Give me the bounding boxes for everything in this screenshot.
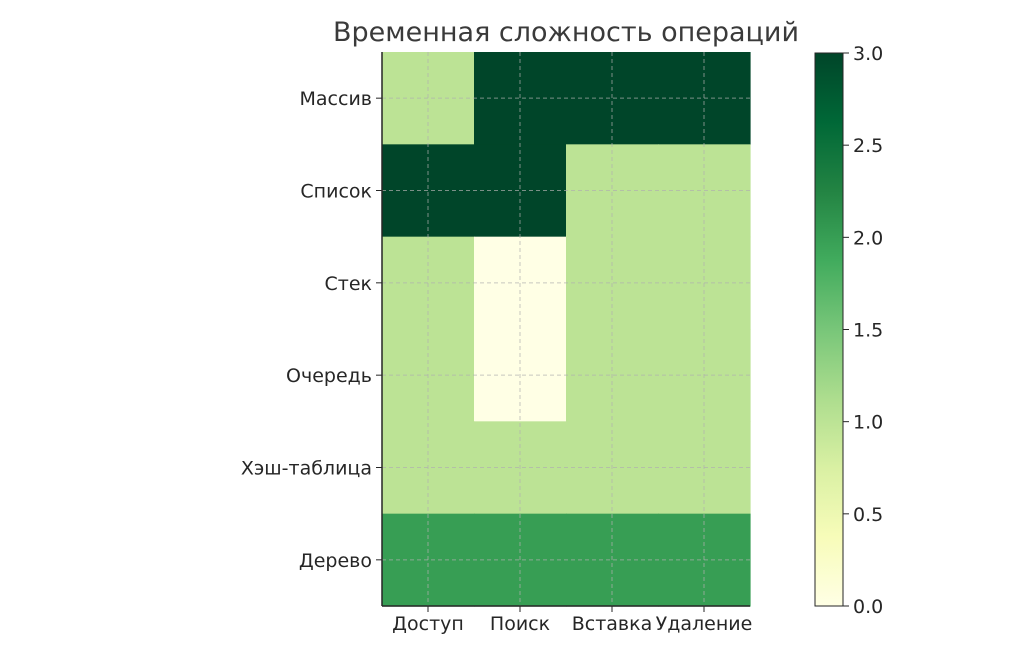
grid-lines (382, 52, 750, 606)
y-tick-labels: Массив Список Стек Очередь Хэш-таблица Дерево (241, 88, 382, 572)
colorbar: 0.0 0.5 1.0 1.5 2.0 2.5 3.0 (814, 43, 883, 618)
y-tick-label: Массив (300, 88, 372, 110)
colorbar-gradient (814, 52, 844, 607)
y-tick-label: Стек (325, 273, 373, 295)
colorbar-ticks: 0.0 0.5 1.0 1.5 2.0 2.5 3.0 (843, 43, 883, 618)
y-tick-label: Очередь (286, 365, 372, 387)
axes (381, 52, 750, 607)
x-tick-label: Поиск (490, 613, 550, 635)
colorbar-tick-label: 1.0 (853, 412, 883, 434)
chart-title: Временная сложность операций (333, 17, 799, 48)
heatmap-cells (382, 52, 751, 607)
colorbar-tick-label: 1.5 (853, 320, 883, 342)
colorbar-tick-label: 0.5 (853, 504, 883, 526)
colorbar-tick-label: 2.0 (853, 227, 883, 249)
x-tick-label: Удаление (656, 613, 753, 635)
y-tick-label: Дерево (299, 550, 372, 572)
x-tick-label: Доступ (392, 613, 464, 635)
y-tick-label: Хэш-таблица (241, 458, 372, 480)
colorbar-tick-label: 3.0 (853, 43, 883, 65)
x-tick-label: Вставка (572, 613, 653, 635)
x-tick-labels: Доступ Поиск Вставка Удаление (392, 606, 752, 635)
y-tick-label: Список (300, 181, 372, 203)
colorbar-tick-label: 2.5 (853, 135, 883, 157)
colorbar-tick-label: 0.0 (853, 596, 883, 618)
